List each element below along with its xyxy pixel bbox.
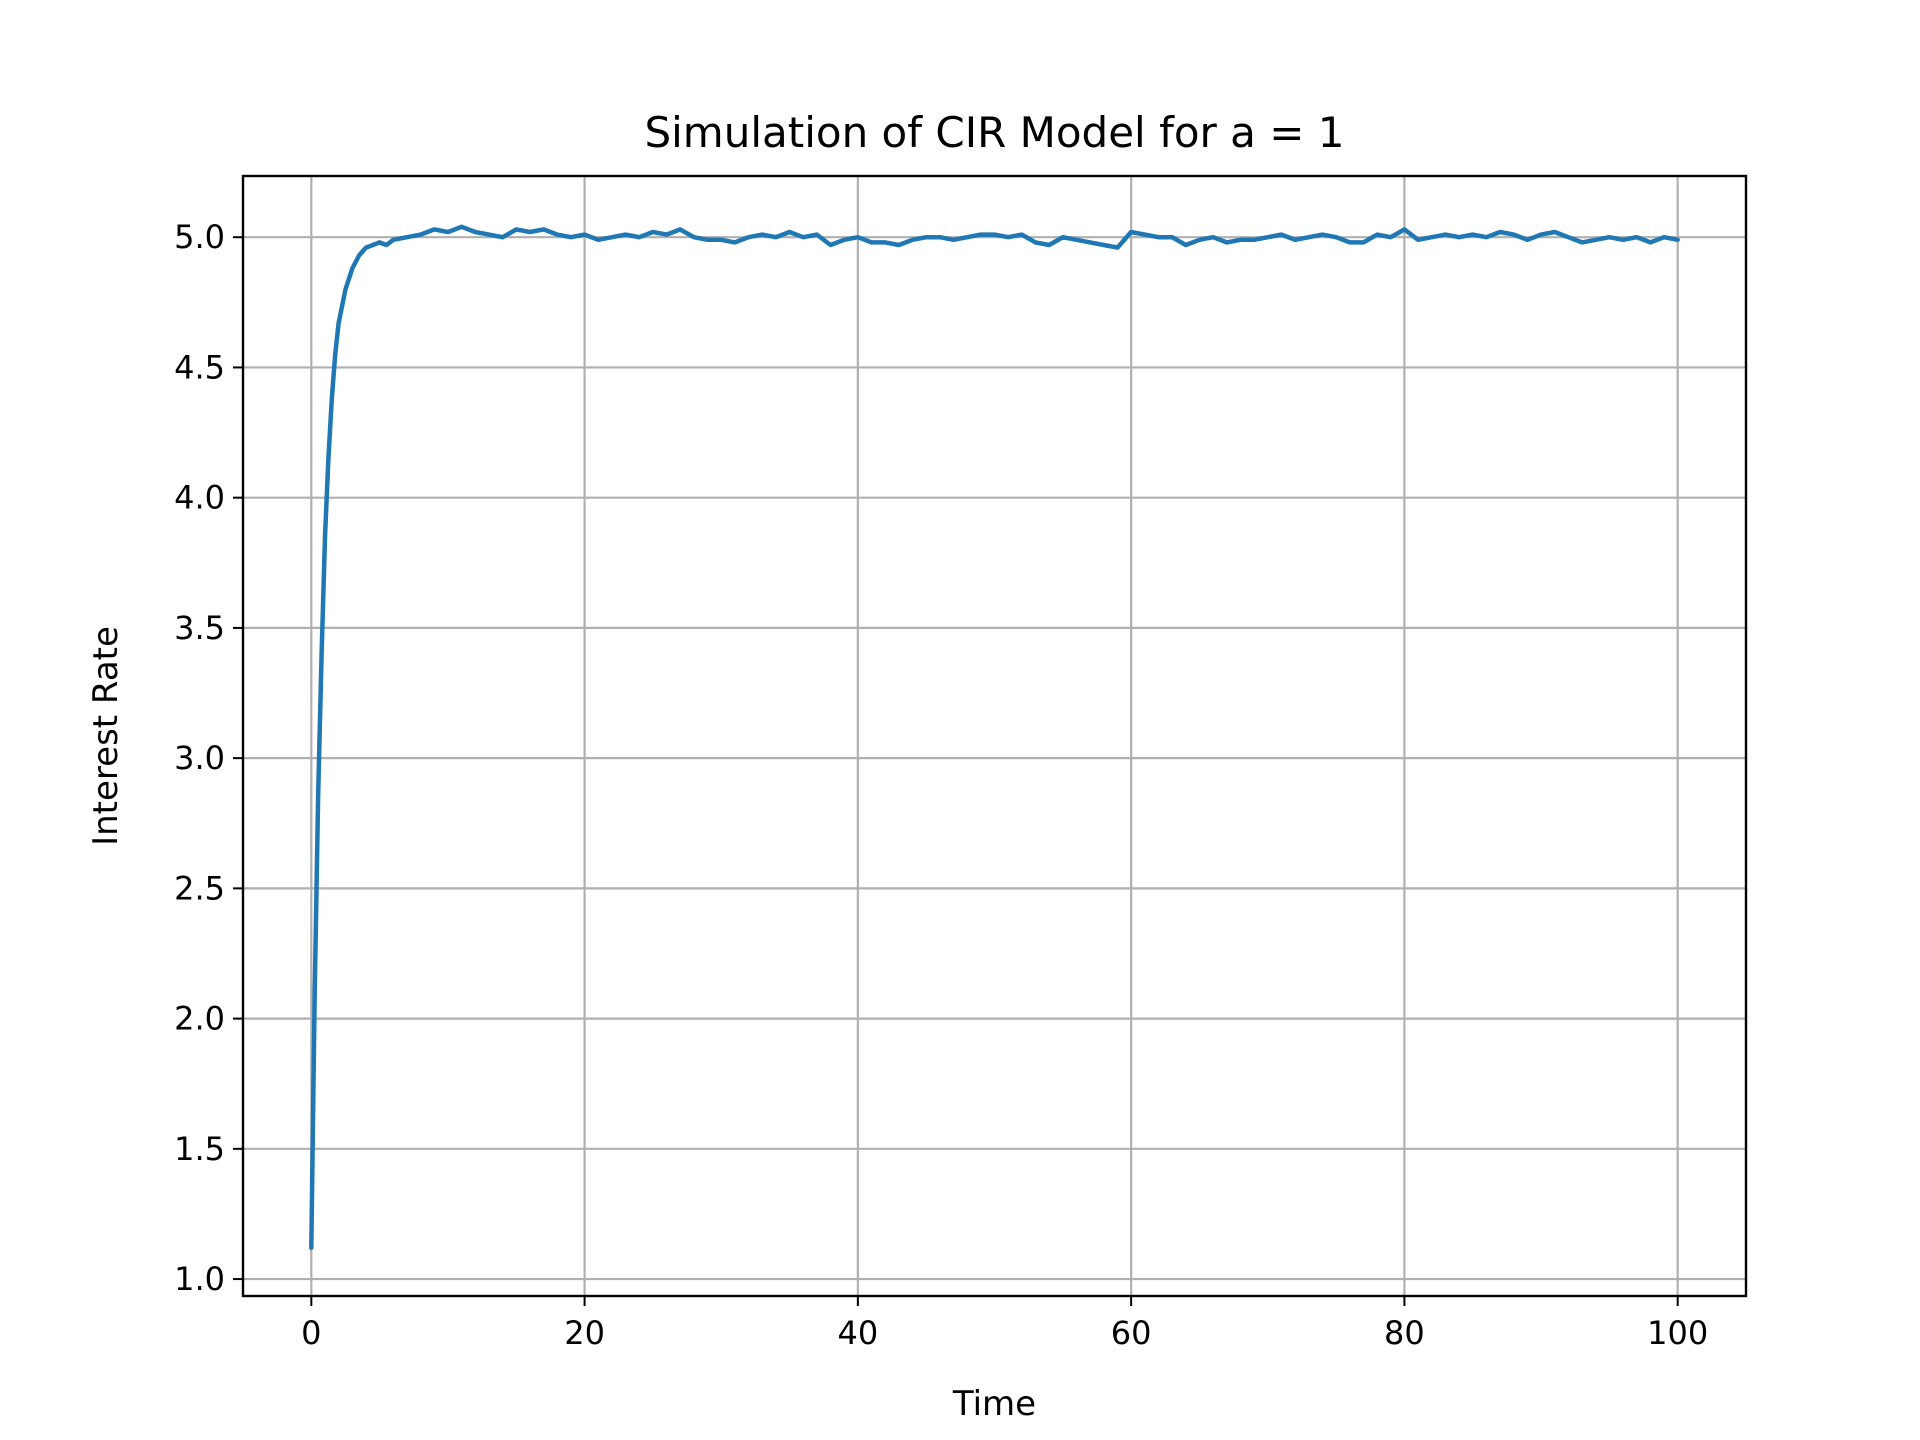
y-tick-label: 3.0 xyxy=(174,739,225,777)
grid xyxy=(243,176,1746,1296)
x-tick-label: 20 xyxy=(564,1314,605,1352)
y-tick-label: 3.5 xyxy=(174,609,225,647)
y-axis-ticks: 1.0 1.5 2.0 2.5 3.0 3.5 4.0 4.5 5.0 xyxy=(174,218,243,1298)
x-tick-label: 60 xyxy=(1111,1314,1152,1352)
y-tick-label: 1.0 xyxy=(174,1260,225,1298)
plot-area-frame xyxy=(241,174,1748,1298)
y-tick-label: 2.5 xyxy=(174,869,225,907)
x-tick-label: 100 xyxy=(1647,1314,1708,1352)
y-tick-label: 4.0 xyxy=(174,479,225,517)
interest-rate-series-line xyxy=(309,224,1680,1251)
x-tick-label: 0 xyxy=(301,1314,321,1352)
y-tick-label: 1.5 xyxy=(174,1130,225,1168)
x-axis-ticks: 0 20 40 60 80 100 xyxy=(301,1296,1708,1352)
x-tick-label: 40 xyxy=(838,1314,879,1352)
chart-title: Simulation of CIR Model for a = 1 xyxy=(644,108,1344,157)
x-axis-label: Time xyxy=(952,1384,1036,1424)
series-layer xyxy=(309,224,1680,1251)
y-axis-label: Interest Rate xyxy=(86,626,126,846)
y-tick-label: 5.0 xyxy=(174,218,225,256)
y-tick-label: 2.0 xyxy=(174,1000,225,1038)
x-tick-label: 80 xyxy=(1384,1314,1425,1352)
y-tick-label: 4.5 xyxy=(174,348,225,386)
